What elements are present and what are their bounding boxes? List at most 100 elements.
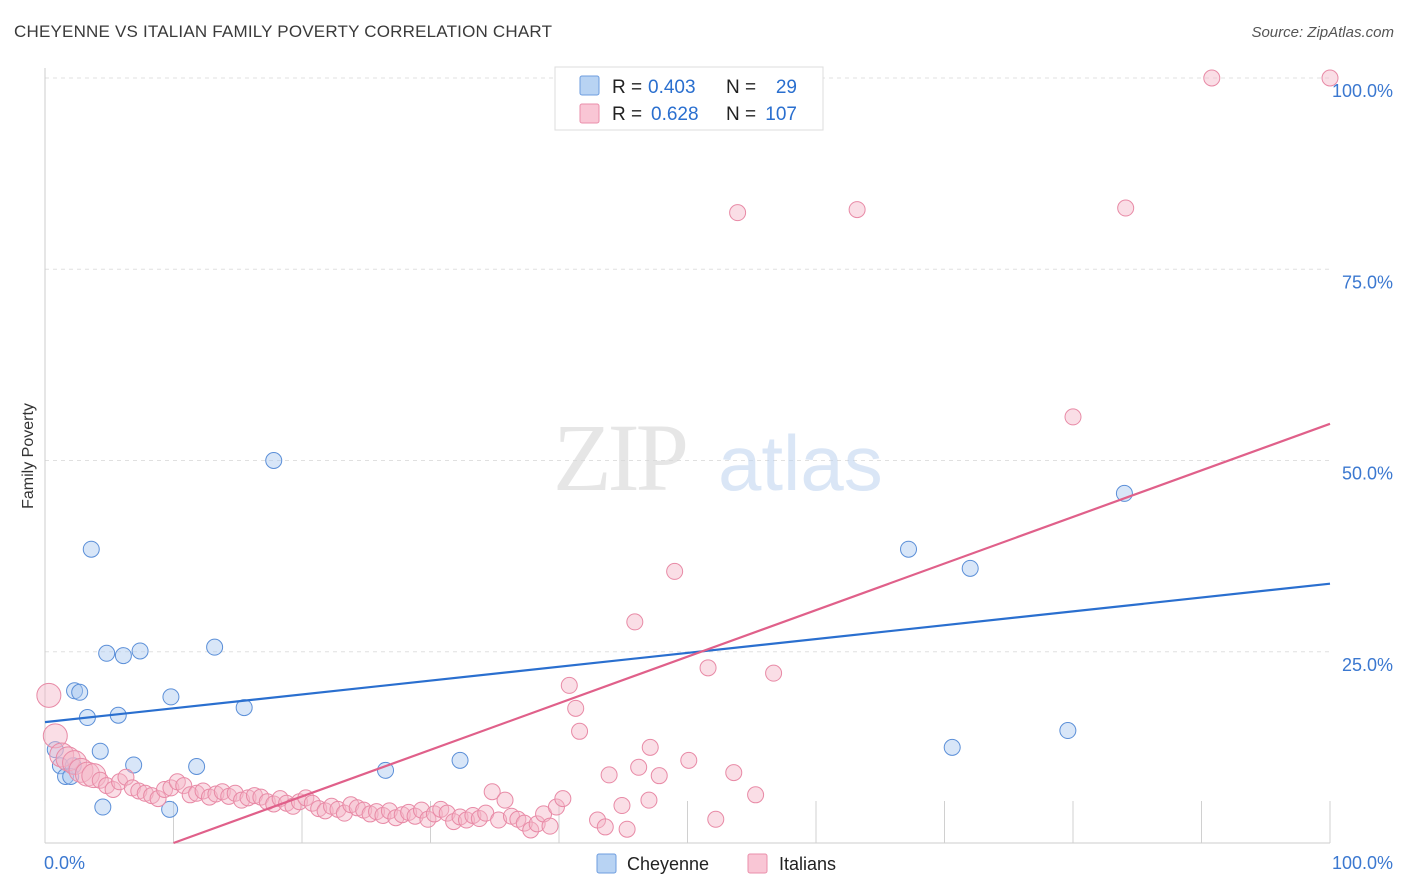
- chart-title: CHEYENNE VS ITALIAN FAMILY POVERTY CORRE…: [14, 22, 553, 41]
- data-point: [451, 751, 469, 769]
- data-point: [765, 664, 783, 682]
- trend-lines: [44, 422, 1331, 845]
- data-point: [522, 821, 540, 839]
- data-point: [125, 756, 143, 774]
- series-legend: Cheyenne Italians: [596, 853, 836, 874]
- data-point: [626, 613, 644, 631]
- y-axis-label: Family Poverty: [20, 403, 37, 509]
- data-point: [490, 811, 508, 829]
- data-point: [413, 801, 431, 819]
- legend-swatch-italians: [747, 853, 768, 874]
- data-point: [226, 784, 244, 802]
- data-point: [699, 659, 717, 677]
- data-point: [554, 790, 572, 808]
- x-tick-label: 0.0%: [44, 853, 85, 873]
- data-point: [393, 806, 411, 824]
- data-point: [1117, 199, 1135, 217]
- stats-n-label: N =: [726, 77, 756, 98]
- data-point: [680, 751, 698, 769]
- stats-row-italians: R = 0.628 N = 107: [579, 103, 797, 125]
- data-point: [310, 800, 328, 818]
- x-tick-label: 100.0%: [1332, 853, 1393, 873]
- series-italians: [36, 69, 1339, 839]
- data-point: [666, 562, 684, 580]
- data-point: [560, 676, 578, 694]
- data-point: [188, 784, 206, 802]
- data-point: [188, 758, 206, 775]
- stats-swatch-cheyenne: [579, 75, 600, 96]
- data-point: [729, 204, 747, 222]
- data-point: [136, 784, 154, 802]
- data-point: [194, 782, 212, 800]
- data-point: [82, 540, 100, 558]
- stats-r-value: 0.628: [651, 104, 699, 125]
- data-point: [181, 786, 199, 804]
- data-point: [1203, 69, 1221, 87]
- data-point: [571, 722, 589, 740]
- points-layer: [36, 69, 1339, 839]
- data-point: [156, 780, 174, 798]
- data-point: [98, 644, 116, 662]
- stats-swatch-italians: [579, 103, 600, 124]
- data-point: [149, 790, 167, 808]
- data-point: [496, 791, 514, 809]
- data-point: [91, 742, 109, 760]
- data-point: [541, 817, 559, 835]
- watermark-atlas: atlas: [718, 419, 883, 507]
- data-point: [361, 805, 379, 823]
- stats-row-cheyenne: R = 0.403 N = 29: [579, 75, 797, 98]
- data-point: [630, 758, 648, 776]
- trend-line-cheyenne: [44, 582, 1331, 724]
- data-point: [1064, 408, 1082, 426]
- watermark-zip: ZIP: [553, 404, 686, 511]
- data-point: [406, 807, 424, 825]
- data-point: [94, 798, 112, 816]
- data-point: [600, 766, 618, 784]
- legend-label-italians: Italians: [779, 854, 836, 874]
- data-point: [1059, 722, 1077, 740]
- data-point: [68, 757, 94, 783]
- trend-line-italians: [173, 422, 1331, 845]
- data-point: [848, 201, 866, 219]
- data-point: [528, 815, 546, 833]
- data-point: [725, 764, 743, 782]
- legend-label-cheyenne: Cheyenne: [627, 854, 709, 874]
- y-tick-label: 25.0%: [1342, 655, 1393, 675]
- stats-r-label: R =: [612, 77, 642, 98]
- data-point: [641, 738, 659, 756]
- data-point: [438, 804, 456, 822]
- data-point: [162, 779, 180, 797]
- data-point: [46, 741, 64, 759]
- stats-n-value: 29: [776, 77, 797, 98]
- y-tick-label: 100.0%: [1332, 81, 1393, 101]
- data-point: [650, 767, 668, 785]
- data-point: [131, 642, 149, 660]
- data-point: [483, 783, 501, 801]
- data-point: [707, 810, 725, 828]
- stats-r-label: R =: [612, 104, 642, 125]
- axis-labels: 25.0% 50.0% 75.0% 100.0% 0.0% 100.0%: [44, 81, 1393, 873]
- data-point: [161, 800, 179, 818]
- data-point: [175, 777, 193, 795]
- stats-n-value: 107: [765, 104, 797, 125]
- data-point: [49, 742, 75, 768]
- stats-r-value: 0.403: [648, 77, 696, 98]
- y-tick-label: 50.0%: [1342, 464, 1393, 484]
- data-point: [117, 768, 135, 786]
- data-point: [377, 761, 395, 779]
- data-point: [162, 688, 180, 706]
- data-point: [239, 789, 257, 807]
- y-tick-label: 75.0%: [1342, 272, 1393, 292]
- data-point: [233, 791, 251, 809]
- data-point: [42, 723, 68, 749]
- data-point: [613, 797, 631, 815]
- data-point: [114, 647, 132, 665]
- data-point: [618, 820, 636, 838]
- data-point: [547, 798, 565, 816]
- data-point: [567, 699, 585, 717]
- legend-swatch-cheyenne: [596, 853, 617, 874]
- data-point: [130, 782, 148, 800]
- data-point: [1321, 69, 1339, 87]
- data-point: [640, 791, 658, 809]
